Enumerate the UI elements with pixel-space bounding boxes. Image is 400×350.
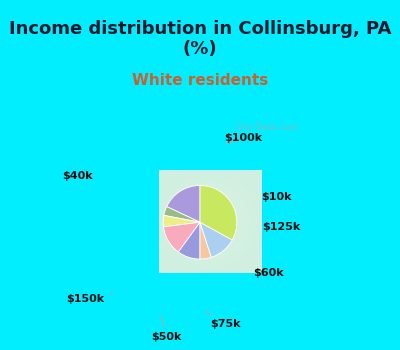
Text: $40k: $40k (62, 171, 93, 181)
Wedge shape (178, 222, 200, 259)
Text: $100k: $100k (224, 133, 262, 144)
Text: White residents: White residents (132, 73, 268, 88)
Text: $50k: $50k (152, 316, 182, 342)
Text: $60k: $60k (254, 268, 284, 278)
Text: Income distribution in Collinsburg, PA
(%): Income distribution in Collinsburg, PA (… (9, 20, 391, 58)
Text: City-Data.com: City-Data.com (234, 123, 299, 132)
Wedge shape (200, 222, 232, 257)
Wedge shape (163, 215, 200, 227)
Wedge shape (200, 222, 211, 259)
Wedge shape (164, 222, 200, 252)
Wedge shape (200, 186, 237, 240)
Text: $75k: $75k (205, 311, 241, 329)
Text: $150k: $150k (66, 294, 113, 304)
Wedge shape (164, 206, 200, 222)
Text: $125k: $125k (263, 219, 301, 232)
Wedge shape (167, 186, 200, 222)
Text: $10k: $10k (262, 192, 292, 202)
